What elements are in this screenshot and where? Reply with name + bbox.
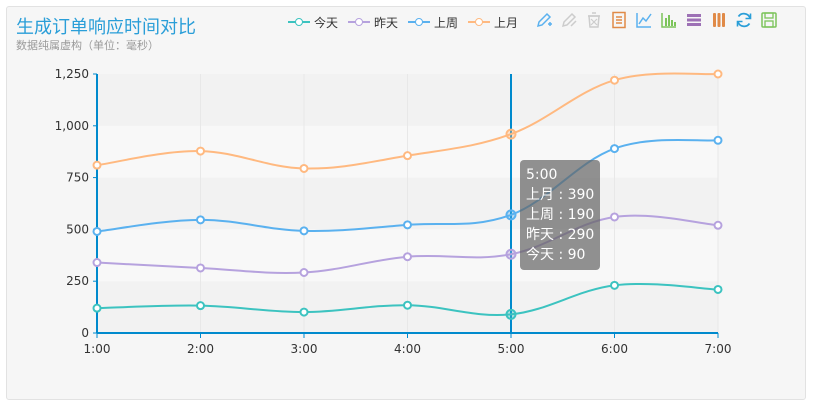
legend-label: 昨天	[374, 15, 399, 30]
x-tick-label: 1:00	[84, 342, 111, 356]
data-point	[92, 258, 102, 268]
data-point	[713, 69, 723, 79]
data-point	[196, 301, 205, 311]
data-point	[92, 303, 102, 313]
data-point	[196, 215, 205, 225]
data-point	[610, 212, 619, 222]
data-point	[505, 248, 517, 260]
data-point	[196, 263, 205, 273]
bar-chart-icon[interactable]	[659, 10, 679, 30]
chart-title: 生成订单响应时间对比	[16, 17, 196, 38]
data-point	[610, 75, 619, 85]
chart-tooltip: 5:00 上月 : 390 上周 : 190 昨天 : 290 今天 : 90	[520, 160, 601, 270]
tiled-icon[interactable]	[709, 10, 729, 30]
x-tick-label: 5:00	[498, 342, 525, 356]
mark-undo-icon[interactable]	[559, 10, 579, 30]
data-point	[403, 220, 412, 230]
x-tick-label: 3:00	[291, 342, 318, 356]
data-point	[505, 308, 517, 320]
chart-subtitle: 数据纯属虚构（单位：毫秒）	[16, 39, 159, 52]
data-point	[610, 280, 619, 290]
y-tick-label: 1,250	[55, 67, 89, 81]
y-tick-label: 0	[81, 326, 89, 340]
legend-swatch-icon	[348, 17, 371, 27]
x-tick-label: 6:00	[601, 342, 628, 356]
legend-swatch-icon	[408, 17, 431, 27]
data-point	[299, 163, 309, 173]
mark-clear-icon[interactable]	[584, 10, 604, 30]
legend-item-last-week[interactable]: 上周	[408, 14, 458, 31]
data-point	[403, 151, 412, 161]
y-tick-label: 750	[66, 171, 89, 185]
x-tick-label: 7:00	[705, 342, 732, 356]
data-view-icon[interactable]	[609, 10, 629, 30]
legend-item-today[interactable]: 今天	[288, 14, 338, 31]
data-point	[713, 284, 723, 294]
data-point	[299, 307, 309, 317]
legend-item-yesterday[interactable]: 昨天	[348, 14, 398, 31]
x-tick-label: 4:00	[394, 342, 421, 356]
data-point	[505, 128, 517, 140]
line-chart-icon[interactable]	[634, 10, 654, 30]
tooltip-line: 上周 : 190	[526, 207, 595, 223]
stack-icon[interactable]	[684, 10, 704, 30]
data-point	[403, 252, 412, 262]
tooltip-line: 上月 : 390	[526, 187, 595, 203]
legend-label: 上月	[494, 15, 519, 30]
data-point	[403, 300, 412, 310]
legend-swatch-icon	[468, 17, 491, 27]
tooltip-line: 今天 : 90	[526, 247, 586, 263]
mark-pen-icon[interactable]	[534, 10, 554, 30]
data-point	[299, 267, 309, 277]
data-point	[196, 146, 205, 156]
tooltip-line: 昨天 : 290	[526, 227, 595, 243]
save-image-icon[interactable]	[759, 10, 779, 30]
y-tick-label: 250	[66, 274, 89, 288]
tooltip-title: 5:00	[526, 167, 558, 183]
legend: 今天 昨天 上周 上月	[288, 13, 518, 31]
data-point	[610, 144, 619, 154]
y-tick-label: 1,000	[55, 119, 89, 133]
legend-item-last-month[interactable]: 上月	[468, 14, 518, 31]
data-point	[92, 160, 102, 170]
legend-label: 上周	[434, 15, 459, 30]
data-point	[713, 220, 723, 230]
legend-swatch-icon	[288, 17, 310, 27]
restore-icon[interactable]	[734, 10, 754, 30]
data-point	[299, 226, 309, 236]
toolbox	[534, 10, 779, 30]
x-tick-label: 2:00	[187, 342, 214, 356]
y-tick-label: 500	[66, 222, 89, 236]
legend-label: 今天	[314, 15, 339, 30]
data-point	[505, 209, 517, 221]
data-point	[92, 226, 102, 236]
data-point	[713, 135, 723, 145]
